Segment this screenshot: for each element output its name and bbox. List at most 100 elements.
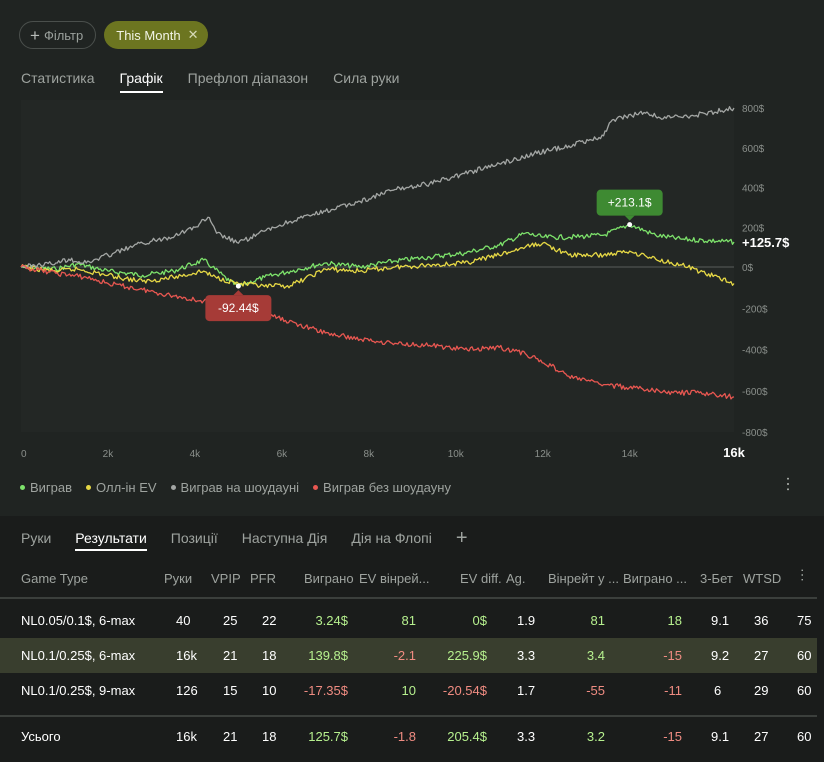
tab-statistics[interactable]: Статистика [21,70,95,86]
annotation-text: -92.44$ [218,301,259,315]
cell-won: 3.24$ [315,613,348,628]
legend-label: Олл-ін EV [96,480,157,495]
column-options-icon[interactable]: ⋯ [795,568,811,582]
cell-aggression: 1.7 [517,683,536,698]
filter-bar: + Фільтр This Month ✕ [19,21,209,49]
legend-item-won[interactable]: Виграв [20,480,72,495]
col-header-winrate[interactable]: Вінрейт у ... [548,571,619,586]
cell-game-type: NL0.05/0.1$, 6-max [21,613,136,628]
tab-flop-action[interactable]: Дія на Флопі [351,530,432,546]
legend-item-non-showdown[interactable]: Виграв без шоудауну [313,480,451,495]
tab-next-action[interactable]: Наступна Дія [241,530,328,546]
table-row[interactable]: NL0.05/0.1$, 6-max 40 25 22 3.24$ 81 0$ … [0,603,817,638]
add-filter-button[interactable]: + Фільтр [19,21,97,49]
bottom-tabs: Руки Результати Позиції Наступна Дія Дія… [21,527,468,551]
cell-pfr: 18 [262,648,277,663]
add-filter-label: Фільтр [43,27,84,43]
cell-won-2: 18 [667,613,682,628]
col-header-ev-winrate[interactable]: EV вінрей... [359,571,430,586]
legend-item-showdown[interactable]: Виграв на шоудауні [170,480,300,495]
header-divider [0,597,817,599]
cell-wtsd: 27 [754,729,769,744]
final-value-label: +125.7$ [742,235,790,250]
annotation-badge: -92.44$ [205,283,272,322]
annotation-text: +213.1$ [608,196,652,210]
cell-hands: 16k [176,729,197,744]
cell-total-label: Усього [21,729,61,744]
close-icon[interactable]: ✕ [187,27,199,42]
cell-3bet: 9.1 [711,613,730,628]
cell-wtsd: 36 [754,613,769,628]
col-header-aggression[interactable]: Ag. [506,571,526,586]
legend-dot [86,485,92,490]
cell-winrate: -55 [586,683,605,698]
col-header-ev-diff[interactable]: EV diff. [460,571,502,586]
tab-preflop-range[interactable]: Префлоп діапазон [187,70,309,86]
legend-dot [20,485,25,490]
cell-vpip: 15 [223,683,238,698]
cell-aggression: 1.9 [517,613,536,628]
table-row-selected[interactable]: NL0.1/0.25$, 6-max 16k 21 18 139.8$ -2.1… [0,638,817,673]
cell-winrate: 3.2 [586,729,605,744]
cell-winrate: 3.4 [586,648,605,663]
legend-label: Виграв без шоудауну [323,480,451,495]
cell-winrate: 81 [590,613,605,628]
col-header-vpip[interactable]: VPIP [211,571,241,586]
cell-won-2: -11 [664,683,682,698]
cell-vpip: 25 [223,613,238,628]
col-header-3bet[interactable]: 3-Бет [700,571,733,586]
cell-ev-diff: 205.4$ [447,729,487,744]
total-divider [0,715,817,717]
cell-ev-diff: 225.9$ [447,648,487,663]
tab-graph[interactable]: Графік [119,70,163,93]
legend-label: Виграв на шоудауні [180,480,300,495]
series-line-1 [20,241,735,289]
cell-pfr: 22 [262,613,277,628]
col-header-won[interactable]: Виграно [304,571,354,586]
y-tick-label: -800$ [742,428,768,439]
y-tick-label: -600$ [742,387,768,398]
cell-vpip: 21 [223,648,238,663]
this-month-label: This Month [116,27,181,43]
x-tick-label: 8k [364,449,376,460]
add-tab-button[interactable]: + [455,527,468,549]
tab-hand-strength[interactable]: Сила руки [333,70,400,86]
col-header-hands[interactable]: Руки [164,571,193,586]
y-tick-label: 0$ [742,263,754,274]
cell-wtsd: 29 [754,683,769,698]
table-row[interactable]: NL0.1/0.25$, 9-max 126 15 10 -17.35$ 10 … [0,673,817,708]
chart-legend: Виграв Олл-ін EV Виграв на шоудауні Вигр… [20,480,451,495]
table-total-row: Усього 16k 21 18 125.7$ -1.8 205.4$ 3.3 … [0,719,817,754]
cell-aggression: 3.3 [517,729,536,744]
top-tabs: Статистика Графік Префлоп діапазон Сила … [21,70,400,93]
legend-item-allin-ev[interactable]: Олл-ін EV [86,480,157,495]
col-header-game-type[interactable]: Game Type [21,571,88,586]
y-tick-label: 600$ [742,144,765,155]
x-tick-label: 10k [448,449,465,460]
x-tick-label: 0 [21,449,27,460]
annotation-badge: +213.1$ [596,189,663,228]
cell-won-2: -15 [663,648,682,663]
tab-positions[interactable]: Позиції [170,530,218,546]
cell-ev-winrate: 81 [401,613,416,628]
col-header-pfr[interactable]: PFR [250,571,276,586]
cell-game-type: NL0.1/0.25$, 9-max [21,683,136,698]
col-header-wtsd[interactable]: WTSD [743,571,782,586]
y-tick-label: -400$ [742,346,768,357]
x-tick-label: 16k [723,445,745,460]
x-tick-label: 14k [622,449,639,460]
cell-won: 139.8$ [308,648,348,663]
y-tick-label: 200$ [742,223,765,234]
tab-results[interactable]: Результати [75,530,147,551]
tab-hands[interactable]: Руки [21,530,52,546]
cell-aggression: 3.3 [517,648,536,663]
cell-3bet: 9.1 [711,729,730,744]
col-header-won-2[interactable]: Виграно ... [623,571,687,586]
cell-game-type: NL0.1/0.25$, 6-max [21,648,136,663]
y-tick-label: 800$ [742,104,765,115]
cell-ev-diff: 0$ [472,613,487,628]
this-month-filter-chip[interactable]: This Month ✕ [104,21,209,49]
cell-ev-winrate: -1.8 [393,729,416,744]
cell-ev-winrate: -2.1 [393,648,416,663]
more-options-icon[interactable]: ⋯ [779,476,796,492]
